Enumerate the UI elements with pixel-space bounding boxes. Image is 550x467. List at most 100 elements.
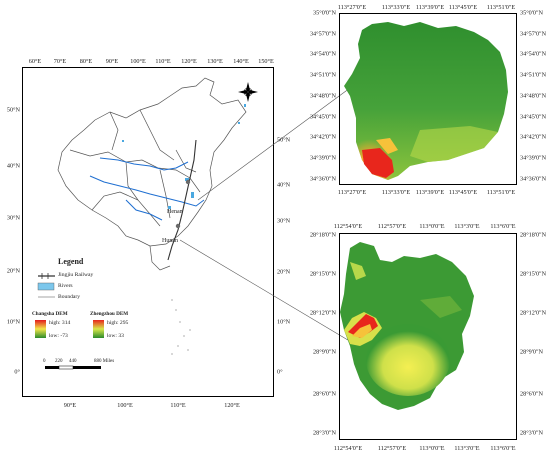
lat-tick: 34°54'0"N: [309, 50, 336, 58]
lon-tick: 113°3'0"E: [454, 445, 480, 452]
scale-tick: 440: [69, 359, 77, 364]
leader-line-zhengzhou: [197, 87, 351, 201]
lon-tick: 113°0'0"E: [419, 223, 445, 230]
lat-tick: 35°0'0"N: [520, 9, 543, 17]
lon-tick: 90°E: [105, 58, 119, 65]
lon-tick: 100°E: [130, 58, 146, 65]
lon-tick: 120°E: [224, 402, 240, 409]
lat-tick: 28°9'0"N: [313, 348, 336, 356]
scale-tick: 220: [55, 359, 63, 364]
legend-symbols: [35, 273, 104, 338]
lat-tick: 34°36'0"N: [309, 175, 336, 183]
lat-tick: 28°15'0"N: [309, 270, 336, 278]
leader-line-changsha: [179, 239, 369, 353]
lat-tick: 30°N: [6, 214, 20, 222]
lon-tick: 70°E: [53, 58, 67, 65]
lat-tick: 28°18'0"N: [520, 231, 547, 239]
lat-tick: 34°57'0"N: [520, 30, 547, 38]
lat-tick: 20°N: [277, 268, 291, 276]
lat-tick: 0°: [14, 368, 20, 376]
lon-tick: 113°27'0"E: [337, 4, 367, 11]
legend-zhengzhou-title: Zhengzhou DEM: [90, 311, 129, 317]
lat-tick: 34°42'0"N: [520, 133, 547, 141]
lat-tick: 34°39'0"N: [520, 154, 547, 162]
china-outline: [57, 77, 247, 271]
zhengzhou-dem-shape: [344, 22, 508, 180]
lon-tick: 112°57'0"E: [377, 223, 407, 230]
lon-tick: 140°E: [233, 58, 249, 65]
legend-rivers-label: Rivers: [58, 283, 73, 289]
lat-tick: 34°48'0"N: [520, 92, 547, 100]
lon-tick: 112°54'0"E: [333, 223, 363, 230]
hunan-label: Hunan: [162, 238, 178, 244]
lon-tick: 112°57'0"E: [377, 445, 407, 452]
lat-tick: 40°N: [6, 162, 20, 170]
lon-tick: 60°E: [28, 58, 42, 65]
lon-tick: 113°39'0"E: [415, 4, 445, 11]
lat-tick: 20°N: [6, 267, 20, 275]
lat-tick: 34°57'0"N: [309, 30, 336, 38]
lat-tick: 28°3'0"N: [313, 429, 336, 437]
legend-zhengzhou-high: high: 295: [107, 320, 129, 326]
lat-tick: 28°18'0"N: [309, 231, 336, 239]
south-china-sea-islands: [171, 299, 191, 355]
lon-tick: 110°E: [170, 402, 186, 409]
lon-tick: 100°E: [117, 402, 133, 409]
henan-label: Henan: [167, 209, 183, 215]
lon-tick: 113°45'0"E: [448, 189, 478, 196]
lat-tick: 10°N: [6, 318, 20, 326]
lon-tick: 113°27'0"E: [337, 189, 367, 196]
lon-tick: 113°45'0"E: [448, 4, 478, 11]
lat-tick: 34°39'0"N: [309, 154, 336, 162]
lat-tick: 34°45'0"N: [309, 113, 336, 121]
lon-tick: 113°6'0"E: [490, 223, 516, 230]
legend-railway-label: Jingjiu Railway: [58, 272, 94, 278]
lon-tick: 80°E: [79, 58, 93, 65]
lon-tick: 113°33'0"E: [381, 4, 411, 11]
lat-tick: 28°6'0"N: [520, 390, 543, 398]
zhengzhou-inset-map: [339, 13, 517, 185]
scale-tick: 0: [43, 359, 46, 364]
hunan-marker: [175, 223, 181, 229]
lat-tick: 34°48'0"N: [309, 92, 336, 100]
henan-marker: [185, 179, 191, 185]
lat-tick: 30°N: [277, 217, 291, 225]
lake-patches: [122, 104, 246, 209]
lon-tick: 110°E: [155, 58, 171, 65]
lat-tick: 50°N: [6, 106, 20, 114]
legend-boundary-label: Boundary: [58, 294, 81, 300]
lon-tick: 120°E: [181, 58, 197, 65]
lat-tick: 34°42'0"N: [309, 133, 336, 141]
lon-tick: 150°E: [258, 58, 274, 65]
lat-tick: 34°51'0"N: [520, 71, 547, 79]
lon-tick: 113°33'0"E: [381, 189, 411, 196]
lat-tick: 28°12'0"N: [520, 309, 547, 317]
china-overview-map: [22, 67, 274, 397]
lat-tick: 35°0'0"N: [313, 9, 336, 17]
scale-tick: 880 Miles: [94, 359, 115, 364]
lat-tick: 28°9'0"N: [520, 348, 543, 356]
lat-tick: 40°N: [277, 181, 291, 189]
lon-tick: 113°3'0"E: [454, 223, 480, 230]
lat-tick: 34°36'0"N: [520, 175, 547, 183]
lon-tick: 113°0'0"E: [419, 445, 445, 452]
lon-tick: 90°E: [63, 402, 77, 409]
lat-tick: 28°3'0"N: [520, 429, 543, 437]
legend-changsha-low: low: -73: [49, 333, 68, 339]
lat-tick: 28°12'0"N: [309, 309, 336, 317]
legend-zhengzhou-low: low: 33: [107, 333, 124, 339]
jingjiu-railway: [167, 139, 197, 261]
lon-tick: 113°6'0"E: [490, 445, 516, 452]
lon-tick: 130°E: [207, 58, 223, 65]
lat-tick: 34°45'0"N: [520, 113, 547, 121]
lon-tick: 113°51'0"E: [486, 189, 516, 196]
compass-rose-icon: [238, 82, 258, 102]
lat-tick: 28°6'0"N: [313, 390, 336, 398]
rivers: [89, 157, 205, 221]
lon-tick: 112°54'0"E: [333, 445, 363, 452]
lat-tick: 34°54'0"N: [520, 50, 547, 58]
legend-title: Legend: [58, 257, 84, 266]
lat-tick: 50°N: [277, 136, 291, 144]
lat-tick: 34°51'0"N: [309, 71, 336, 79]
